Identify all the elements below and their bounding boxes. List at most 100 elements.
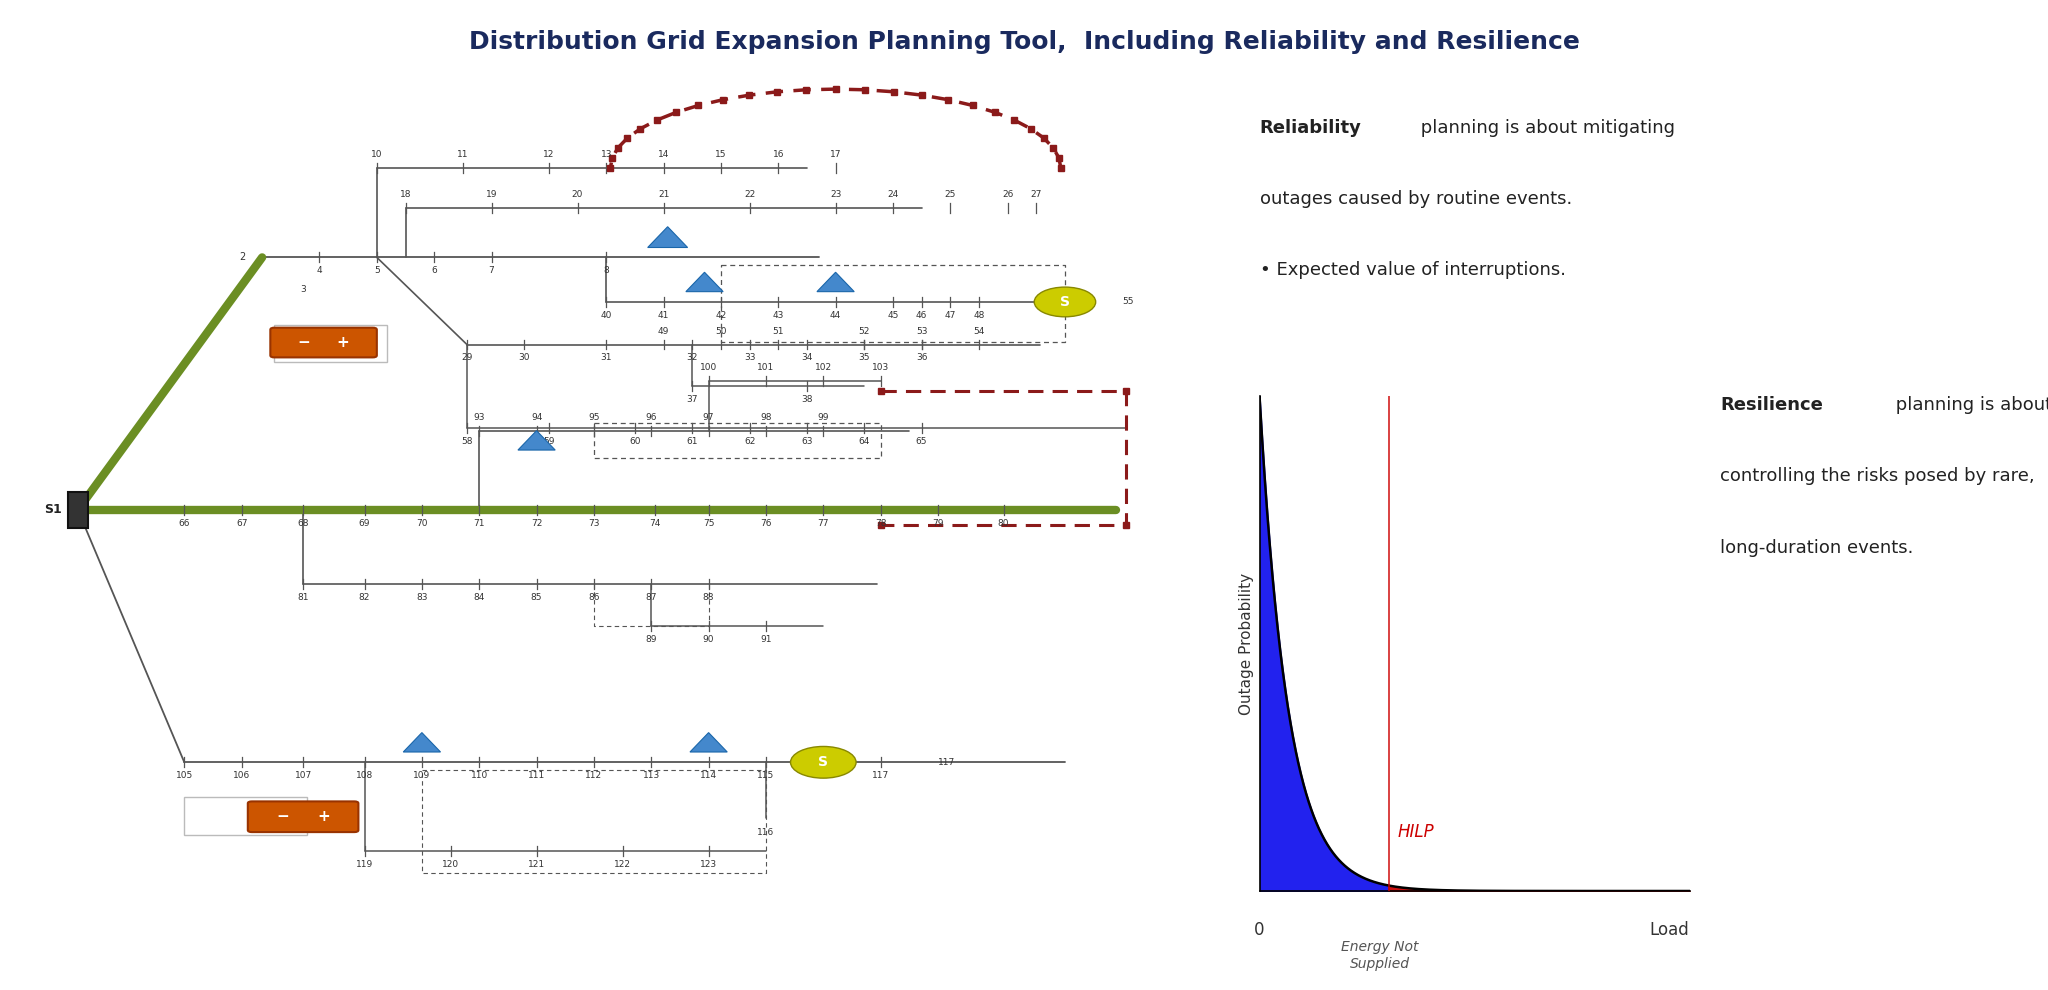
- Text: 111: 111: [528, 771, 545, 780]
- Text: 0: 0: [1253, 921, 1266, 939]
- Text: 63: 63: [801, 437, 813, 446]
- Text: 58: 58: [461, 437, 473, 446]
- Text: 20: 20: [571, 190, 584, 199]
- Text: 70: 70: [416, 519, 428, 528]
- Text: 19: 19: [485, 190, 498, 199]
- Text: 22: 22: [743, 190, 756, 199]
- Text: 40: 40: [600, 311, 612, 320]
- FancyBboxPatch shape: [270, 328, 377, 357]
- Text: 24: 24: [887, 190, 899, 199]
- Circle shape: [1034, 287, 1096, 317]
- Text: S: S: [1061, 295, 1069, 309]
- Text: 100: 100: [700, 363, 717, 372]
- Text: 81: 81: [297, 593, 309, 602]
- Polygon shape: [817, 272, 854, 292]
- Text: 122: 122: [614, 860, 631, 869]
- Text: 116: 116: [758, 828, 774, 837]
- Text: 75: 75: [702, 519, 715, 528]
- Text: 76: 76: [760, 519, 772, 528]
- Text: +: +: [317, 809, 330, 825]
- Text: HILP: HILP: [1397, 823, 1434, 841]
- Text: 36: 36: [915, 353, 928, 362]
- Text: 112: 112: [586, 771, 602, 780]
- Text: 53: 53: [915, 327, 928, 336]
- Text: 119: 119: [356, 860, 373, 869]
- Text: 26: 26: [1001, 190, 1014, 199]
- Text: 30: 30: [518, 353, 530, 362]
- Text: 21: 21: [657, 190, 670, 199]
- Text: 29: 29: [461, 353, 473, 362]
- Text: 54: 54: [973, 327, 985, 336]
- Text: 89: 89: [645, 635, 657, 644]
- Text: long-duration events.: long-duration events.: [1720, 539, 1913, 556]
- Text: 69: 69: [358, 519, 371, 528]
- Text: 115: 115: [758, 771, 774, 780]
- Text: Load: Load: [1651, 921, 1690, 939]
- Text: 93: 93: [473, 413, 485, 422]
- Text: 7: 7: [489, 266, 494, 275]
- Text: 102: 102: [815, 363, 831, 372]
- Text: +: +: [336, 335, 350, 350]
- Text: 103: 103: [872, 363, 889, 372]
- Text: 109: 109: [414, 771, 430, 780]
- Text: 48: 48: [973, 311, 985, 320]
- Text: 117: 117: [938, 757, 954, 767]
- Text: 23: 23: [829, 190, 842, 199]
- Text: 17: 17: [829, 150, 842, 159]
- Circle shape: [791, 746, 856, 778]
- Text: 15: 15: [715, 150, 727, 159]
- Text: 42: 42: [715, 311, 727, 320]
- Text: 90: 90: [702, 635, 715, 644]
- Text: 110: 110: [471, 771, 487, 780]
- Text: 13: 13: [600, 150, 612, 159]
- Text: 2: 2: [240, 252, 246, 262]
- Text: 74: 74: [649, 519, 662, 528]
- Text: 86: 86: [588, 593, 600, 602]
- Polygon shape: [686, 272, 723, 292]
- Text: 35: 35: [858, 353, 870, 362]
- Text: 50: 50: [715, 327, 727, 336]
- Polygon shape: [518, 431, 555, 450]
- Text: 46: 46: [915, 311, 928, 320]
- Text: 96: 96: [645, 413, 657, 422]
- Polygon shape: [690, 733, 727, 752]
- Text: 33: 33: [743, 353, 756, 362]
- Text: S1: S1: [43, 503, 61, 517]
- Text: −: −: [297, 335, 311, 350]
- Text: Energy Not
Supplied: Energy Not Supplied: [1341, 940, 1419, 971]
- Text: 16: 16: [772, 150, 784, 159]
- Text: 55: 55: [1122, 297, 1135, 307]
- Text: 41: 41: [657, 311, 670, 320]
- Text: 105: 105: [176, 771, 193, 780]
- Text: 78: 78: [874, 519, 887, 528]
- Text: 123: 123: [700, 860, 717, 869]
- Text: 31: 31: [600, 353, 612, 362]
- Text: • Expected value of interruptions.: • Expected value of interruptions.: [1260, 261, 1565, 279]
- Text: 72: 72: [530, 519, 543, 528]
- Text: 59: 59: [543, 437, 555, 446]
- Text: controlling the risks posed by rare,: controlling the risks posed by rare,: [1720, 467, 2036, 485]
- Text: 60: 60: [629, 437, 641, 446]
- Text: 4: 4: [317, 266, 322, 275]
- Text: 88: 88: [702, 593, 715, 602]
- Text: 101: 101: [758, 363, 774, 372]
- Text: 91: 91: [760, 635, 772, 644]
- Text: 12: 12: [543, 150, 555, 159]
- Text: 49: 49: [657, 327, 670, 336]
- Text: 120: 120: [442, 860, 459, 869]
- Text: −: −: [276, 809, 289, 825]
- Text: 3: 3: [301, 285, 305, 294]
- Text: 11: 11: [457, 150, 469, 159]
- Text: 83: 83: [416, 593, 428, 602]
- Text: 87: 87: [645, 593, 657, 602]
- Y-axis label: Outage Probability: Outage Probability: [1239, 572, 1253, 715]
- Text: Resilience: Resilience: [1720, 396, 1823, 414]
- Text: 18: 18: [399, 190, 412, 199]
- Text: Reliability: Reliability: [1260, 119, 1362, 137]
- Text: 117: 117: [872, 771, 889, 780]
- Text: 114: 114: [700, 771, 717, 780]
- Text: 108: 108: [356, 771, 373, 780]
- FancyBboxPatch shape: [248, 802, 358, 832]
- Text: 64: 64: [858, 437, 870, 446]
- Text: 44: 44: [829, 311, 842, 320]
